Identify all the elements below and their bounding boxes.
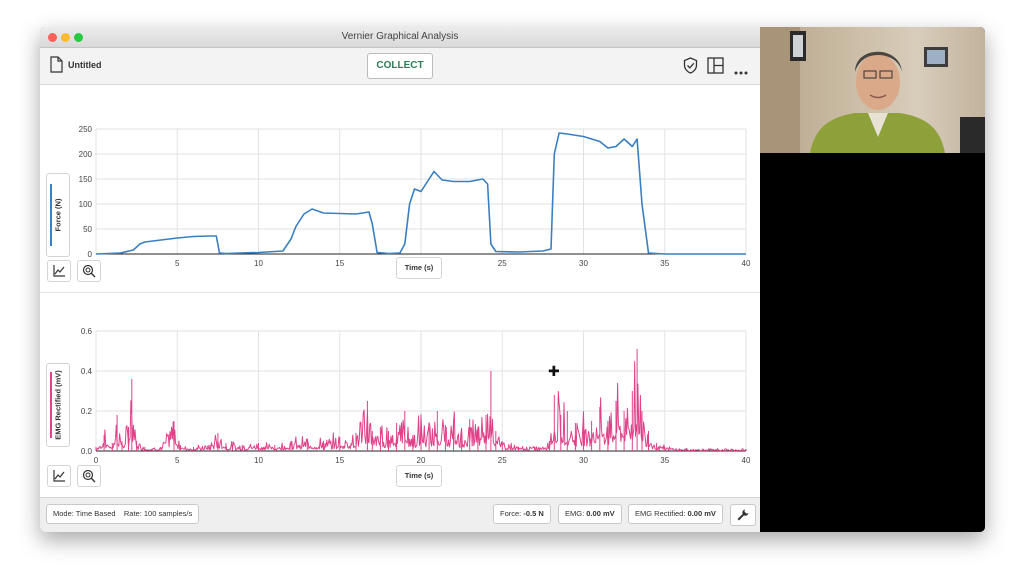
force-meter[interactable]: Force: -0.5 N bbox=[493, 504, 551, 524]
emg-zoom-button[interactable] bbox=[77, 465, 101, 487]
data-series-line bbox=[95, 349, 747, 452]
y-tick-label: 200 bbox=[79, 150, 93, 159]
emg-rectified-meter-value: 0.00 mV bbox=[687, 509, 716, 518]
x-tick-label: 15 bbox=[335, 259, 344, 268]
zoom-icon bbox=[82, 264, 96, 278]
y-tick-label: 100 bbox=[79, 200, 93, 209]
emg-y-axis-label-button[interactable]: EMG Rectified (mV) bbox=[46, 363, 70, 447]
rate-text: Rate: 100 samples/s bbox=[123, 509, 193, 518]
y-tick-label: 0.0 bbox=[81, 447, 93, 456]
emg-graph: EMG Rectified (mV) 0 5 10 15 20 25 30 35 40 0.0 0.… bbox=[40, 292, 760, 498]
emg-meter[interactable]: EMG: 0.00 mV bbox=[558, 504, 622, 524]
y-tick-label: 0.6 bbox=[81, 327, 93, 336]
window-title: Vernier Graphical Analysis bbox=[341, 31, 459, 42]
minimize-window-button[interactable] bbox=[61, 33, 70, 42]
x-tick-label: 35 bbox=[660, 456, 669, 465]
data-series-line bbox=[95, 132, 746, 255]
force-meter-label: Force: bbox=[500, 509, 522, 518]
mode-rate-button[interactable]: Mode: Time Based Rate: 100 samples/s bbox=[46, 504, 200, 524]
y-tick-label: 50 bbox=[83, 225, 92, 234]
x-tick-label: 40 bbox=[742, 456, 751, 465]
status-bar: Mode: Time Based Rate: 100 samples/s For… bbox=[40, 497, 760, 532]
force-series-swatch bbox=[50, 184, 52, 246]
emg-x-axis-label-button[interactable]: Time (s) bbox=[396, 465, 442, 487]
x-tick-label: 20 bbox=[417, 456, 426, 465]
emg-series-swatch bbox=[50, 372, 52, 438]
zoom-icon bbox=[82, 469, 96, 483]
emg-meter-label: EMG: bbox=[565, 509, 585, 518]
title-bar: Vernier Graphical Analysis bbox=[40, 27, 760, 48]
document-icon[interactable] bbox=[50, 56, 63, 78]
emg-meter-value: 0.00 mV bbox=[586, 509, 615, 518]
emg-chart[interactable]: 0 5 10 15 20 25 30 35 40 0.0 0.2 0.4 0.6 bbox=[40, 293, 760, 498]
force-graph: Force (N) 051015202530354005010015020025… bbox=[40, 85, 760, 290]
presenter-video-frame bbox=[760, 27, 985, 153]
toolbar: Untitled COLLECT bbox=[40, 48, 760, 85]
y-tick-label: 150 bbox=[79, 175, 93, 184]
crosshair-cursor: ✚ bbox=[548, 363, 560, 379]
zoom-window-button[interactable] bbox=[74, 33, 83, 42]
force-x-axis-label-button[interactable]: Time (s) bbox=[396, 257, 442, 279]
x-tick-label: 15 bbox=[335, 456, 344, 465]
x-tick-label: 30 bbox=[579, 456, 588, 465]
wrench-icon bbox=[737, 509, 749, 521]
emg-rectified-meter-label: EMG Rectified: bbox=[635, 509, 686, 518]
x-tick-label: 5 bbox=[175, 456, 180, 465]
emg-graph-options-button[interactable] bbox=[47, 465, 71, 487]
collect-button[interactable]: COLLECT bbox=[367, 53, 433, 79]
force-graph-options-button[interactable] bbox=[47, 260, 71, 282]
x-tick-label: 35 bbox=[660, 259, 669, 268]
y-tick-label: 250 bbox=[79, 125, 93, 134]
layout-icon[interactable] bbox=[707, 57, 724, 79]
force-zoom-button[interactable] bbox=[77, 260, 101, 282]
force-chart[interactable]: 0510152025303540050100150200250 bbox=[40, 85, 760, 290]
window: Vernier Graphical Analysis Untitled COLL… bbox=[40, 27, 985, 532]
x-tick-label: 40 bbox=[742, 259, 751, 268]
webcam-video bbox=[760, 27, 985, 153]
chart-axes-icon bbox=[53, 265, 65, 277]
x-tick-label: 10 bbox=[254, 456, 263, 465]
close-window-button[interactable] bbox=[48, 33, 57, 42]
emg-rectified-meter[interactable]: EMG Rectified: 0.00 mV bbox=[628, 504, 723, 524]
shield-check-icon[interactable] bbox=[683, 57, 698, 79]
force-y-axis-label-button[interactable]: Force (N) bbox=[46, 173, 70, 257]
x-tick-label: 30 bbox=[579, 259, 588, 268]
x-tick-label: 0 bbox=[94, 456, 99, 465]
x-tick-label: 5 bbox=[175, 259, 180, 268]
sensor-settings-button[interactable] bbox=[730, 504, 756, 526]
more-icon[interactable] bbox=[734, 62, 748, 80]
y-tick-label: 0 bbox=[88, 250, 93, 259]
x-tick-label: 10 bbox=[254, 259, 263, 268]
chart-axes-icon bbox=[53, 470, 65, 482]
y-tick-label: 0.4 bbox=[81, 367, 93, 376]
mode-text: Mode: Time Based bbox=[53, 509, 116, 518]
force-meter-value: -0.5 N bbox=[523, 509, 544, 518]
x-tick-label: 25 bbox=[498, 259, 507, 268]
y-tick-label: 0.2 bbox=[81, 407, 93, 416]
graphical-analysis-app: Vernier Graphical Analysis Untitled COLL… bbox=[40, 27, 760, 532]
document-title[interactable]: Untitled bbox=[68, 60, 102, 70]
x-tick-label: 25 bbox=[498, 456, 507, 465]
